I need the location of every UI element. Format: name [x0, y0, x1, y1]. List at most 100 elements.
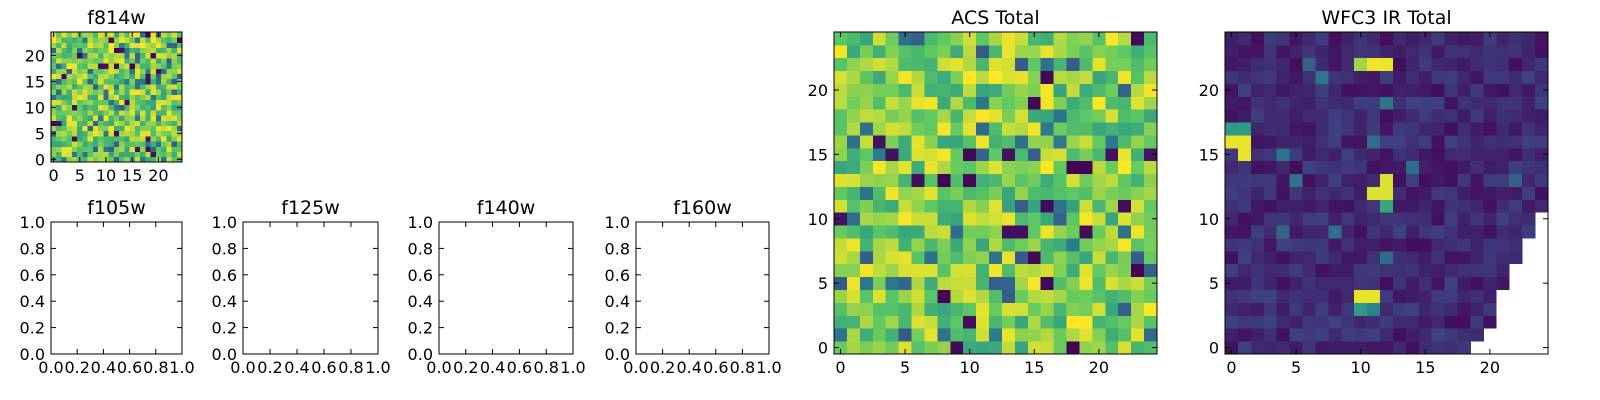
heatmap-cell — [1225, 328, 1239, 342]
heatmap-cell — [145, 104, 151, 111]
heatmap-cell — [846, 238, 861, 252]
heatmap-cell — [66, 63, 73, 69]
y-tick-label: 1.0 — [408, 213, 433, 232]
heatmap-cell — [1144, 328, 1158, 342]
heatmap-cell — [846, 109, 861, 123]
heatmap-cell — [989, 276, 1003, 290]
heatmap-cell — [71, 89, 78, 95]
heatmap-cell — [911, 122, 925, 136]
heatmap-cell — [1144, 44, 1158, 59]
heatmap-cell — [71, 78, 78, 85]
heatmap-cell — [82, 141, 89, 147]
heatmap-cell — [1092, 212, 1106, 226]
heatmap-cell — [1027, 186, 1042, 200]
heatmap-cell — [113, 84, 120, 90]
heatmap-cell — [1457, 341, 1471, 355]
heatmap-cell — [140, 130, 146, 137]
heatmap-cell — [976, 315, 990, 329]
heatmap-cell — [176, 115, 183, 121]
heatmap-cell — [1354, 225, 1368, 239]
heatmap-cell — [1066, 212, 1080, 226]
heatmap-cell — [1496, 173, 1510, 187]
heatmap-cell — [1470, 57, 1484, 72]
heatmap-cell — [56, 99, 62, 106]
heatmap-cell — [1341, 263, 1355, 278]
heatmap-cell — [1250, 173, 1265, 187]
heatmap-cell — [119, 115, 125, 121]
heatmap-cell — [171, 89, 178, 95]
heatmap-cell — [963, 328, 977, 342]
heatmap-cell — [87, 52, 94, 59]
heatmap-cell — [1483, 147, 1497, 162]
heatmap-cell — [1328, 32, 1342, 46]
heatmap-cell — [171, 151, 178, 158]
heatmap-cell — [1001, 147, 1016, 162]
heatmap-cell — [1225, 250, 1239, 265]
heatmap-cell — [56, 136, 62, 142]
heatmap-cell — [92, 73, 99, 80]
heatmap-cell — [1457, 32, 1471, 46]
heatmap-cell — [92, 151, 99, 158]
heatmap-cell — [155, 120, 162, 126]
heatmap-cell — [1328, 302, 1342, 316]
heatmap-cell — [1496, 225, 1510, 239]
heatmap-cell — [1131, 122, 1145, 136]
heatmap-cell — [140, 63, 146, 69]
heatmap-cell — [1470, 135, 1484, 149]
heatmap-cell — [1066, 250, 1080, 265]
x-tick-label: 1.0 — [560, 358, 585, 377]
x-tick-label: 0.2 — [650, 358, 675, 377]
heatmap-cell — [108, 47, 115, 54]
heatmap-cell — [171, 120, 178, 126]
heatmap-cell — [872, 225, 887, 239]
heatmap-cell — [1405, 315, 1420, 329]
heatmap-cell — [1092, 186, 1106, 200]
heatmap-cell — [1367, 44, 1381, 59]
heatmap-cell — [87, 141, 94, 147]
heatmap-cell — [1131, 328, 1145, 342]
heatmap-cell — [1405, 44, 1420, 59]
heatmap-cell — [66, 156, 73, 163]
heatmap-cell — [129, 99, 136, 106]
heatmap-cell — [150, 146, 157, 152]
heatmap-cell — [963, 44, 977, 59]
heatmap-cell — [1237, 341, 1252, 355]
heatmap-cell — [1027, 276, 1042, 290]
heatmap-cell — [51, 99, 57, 106]
heatmap-cell — [1457, 186, 1471, 200]
x-tick-label: 20 — [148, 166, 168, 185]
heatmap-cell — [846, 302, 861, 316]
heatmap-cell — [61, 47, 68, 54]
y-tick-label: 20 — [25, 46, 45, 65]
heatmap-cell — [1144, 289, 1158, 303]
heatmap-cell — [166, 73, 172, 80]
x-tick-label: 0.8 — [338, 358, 363, 377]
heatmap-cell — [1237, 263, 1252, 278]
heatmap-cell — [898, 44, 912, 59]
heatmap-cell — [872, 160, 887, 175]
heatmap-cell — [1237, 122, 1252, 136]
heatmap-cell — [155, 47, 162, 54]
heatmap-cell — [1131, 315, 1145, 329]
heatmap-cell — [1053, 225, 1067, 239]
heatmap-cell — [1535, 83, 1549, 97]
heatmap-cell — [171, 47, 178, 54]
heatmap-cell — [1522, 147, 1536, 162]
heatmap-cell — [1263, 96, 1278, 110]
heatmap-cell — [1118, 83, 1132, 97]
heatmap-cell — [1302, 186, 1316, 200]
heatmap-cell — [1014, 315, 1029, 329]
heatmap-cell — [1225, 44, 1239, 59]
heatmap-cell — [1118, 315, 1132, 329]
heatmap-cell — [834, 186, 848, 200]
heatmap-cell — [161, 130, 167, 137]
heatmap-cell — [1289, 289, 1303, 303]
heatmap-cell — [56, 32, 62, 38]
heatmap-cell — [1092, 328, 1106, 342]
heatmap-cell — [963, 109, 977, 123]
heatmap-cell — [924, 328, 938, 342]
heatmap-cell — [166, 42, 172, 48]
heatmap-cell — [61, 110, 68, 116]
heatmap-cell — [140, 151, 146, 158]
heatmap-cell — [1405, 276, 1420, 290]
